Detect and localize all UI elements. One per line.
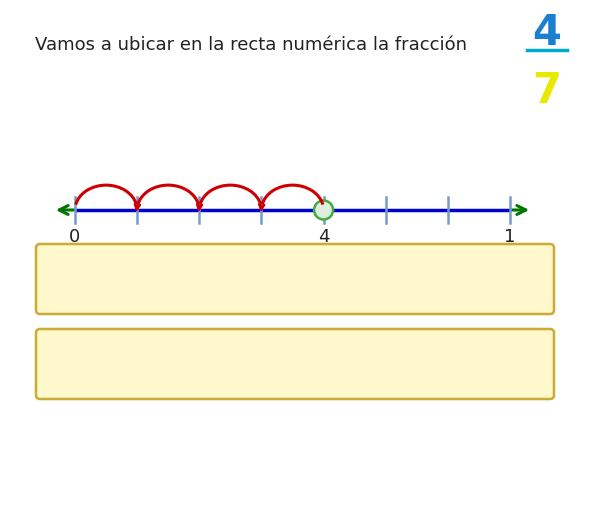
Text: 4: 4 bbox=[533, 12, 562, 54]
Circle shape bbox=[314, 200, 333, 220]
Text: 4: 4 bbox=[318, 228, 329, 246]
Text: Vamos a ubicar en la recta numérica la fracción: Vamos a ubicar en la recta numérica la f… bbox=[35, 36, 467, 54]
Text: 7: 7 bbox=[318, 248, 329, 266]
Text: 0: 0 bbox=[70, 228, 80, 246]
Text: La fracción se ubicó en el segmento 4, como
indica el numerador.: La fracción se ubicó en el segmento 4, c… bbox=[54, 343, 413, 381]
FancyBboxPatch shape bbox=[36, 329, 554, 399]
Text: 1: 1 bbox=[505, 228, 515, 246]
Text: 7: 7 bbox=[533, 70, 562, 112]
Text: Fíjate que la recta se dividió en 7 segmentos
iguales, como indica el denominado: Fíjate que la recta se dividió en 7 segm… bbox=[54, 258, 415, 295]
FancyBboxPatch shape bbox=[36, 244, 554, 314]
